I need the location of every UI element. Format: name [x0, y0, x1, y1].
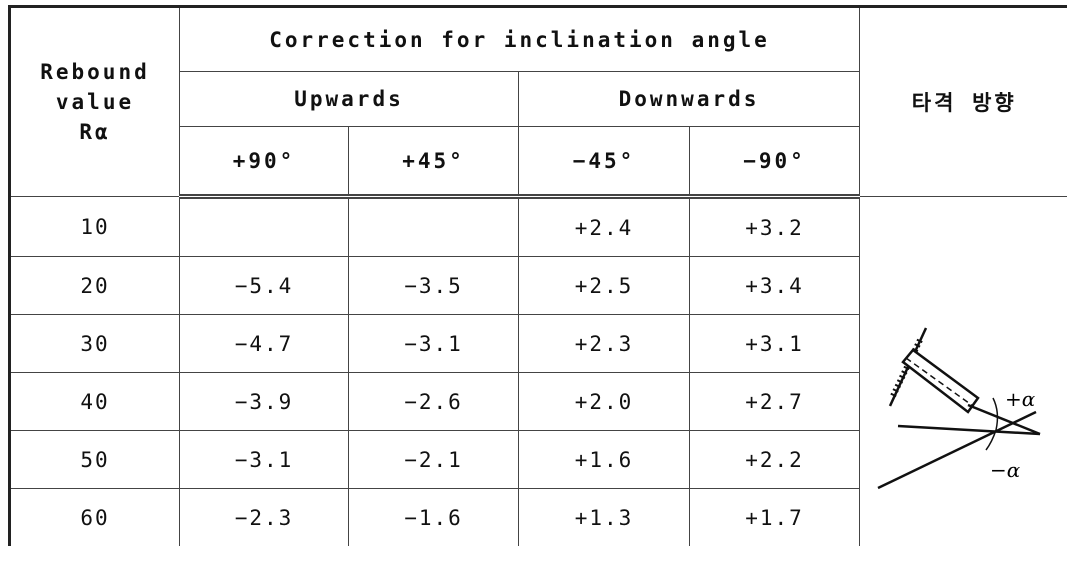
rebound-header: Rebound value Rα [10, 7, 180, 197]
correction-cell: +3.2 [690, 197, 860, 257]
rebound-cell: 30 [10, 315, 180, 373]
page: Rebound value Rα Correction for inclinat… [0, 0, 1067, 567]
angle-header: −90° [690, 127, 860, 197]
group-header: Upwards [180, 72, 519, 127]
table-row: 10 +2.4+3.2 [10, 197, 1067, 257]
correction-cell: +1.6 [519, 431, 690, 489]
correction-cell: −2.6 [349, 373, 519, 431]
angle-header: +90° [180, 127, 349, 197]
correction-cell: +3.4 [690, 257, 860, 315]
correction-cell: +1.3 [519, 489, 690, 547]
correction-cell: −3.1 [349, 315, 519, 373]
correction-cell: −3.5 [349, 257, 519, 315]
direction-header: 타격 방향 [860, 7, 1067, 197]
correction-cell [180, 197, 349, 257]
correction-header: Correction for inclination angle [180, 7, 860, 72]
correction-cell: −3.9 [180, 373, 349, 431]
figure-label: +α [1005, 387, 1036, 411]
correction-cell: +2.3 [519, 315, 690, 373]
correction-cell: +3.1 [690, 315, 860, 373]
header-text: Rα [11, 117, 179, 147]
group-header: Downwards [519, 72, 860, 127]
correction-cell: +1.7 [690, 489, 860, 547]
rebound-cell: 40 [10, 373, 180, 431]
correction-cell: −3.1 [180, 431, 349, 489]
correction-cell [349, 197, 519, 257]
correction-cell: +2.7 [690, 373, 860, 431]
correction-cell: +2.4 [519, 197, 690, 257]
rebound-cell: 60 [10, 489, 180, 547]
hammer-figure: +α −α [868, 320, 1063, 500]
rebound-cell: 20 [10, 257, 180, 315]
angle-header: +45° [349, 127, 519, 197]
correction-cell: +2.2 [690, 431, 860, 489]
correction-cell: −5.4 [180, 257, 349, 315]
angle-header: −45° [519, 127, 690, 197]
figure-label: −α [990, 458, 1021, 482]
rebound-cell: 50 [10, 431, 180, 489]
rebound-cell: 10 [10, 197, 180, 257]
correction-cell: −1.6 [349, 489, 519, 547]
correction-cell: −2.1 [349, 431, 519, 489]
header-text: value [11, 87, 179, 117]
header-text: Rebound [11, 57, 179, 87]
correction-cell: +2.0 [519, 373, 690, 431]
correction-cell: +2.5 [519, 257, 690, 315]
correction-cell: −4.7 [180, 315, 349, 373]
correction-cell: −2.3 [180, 489, 349, 547]
